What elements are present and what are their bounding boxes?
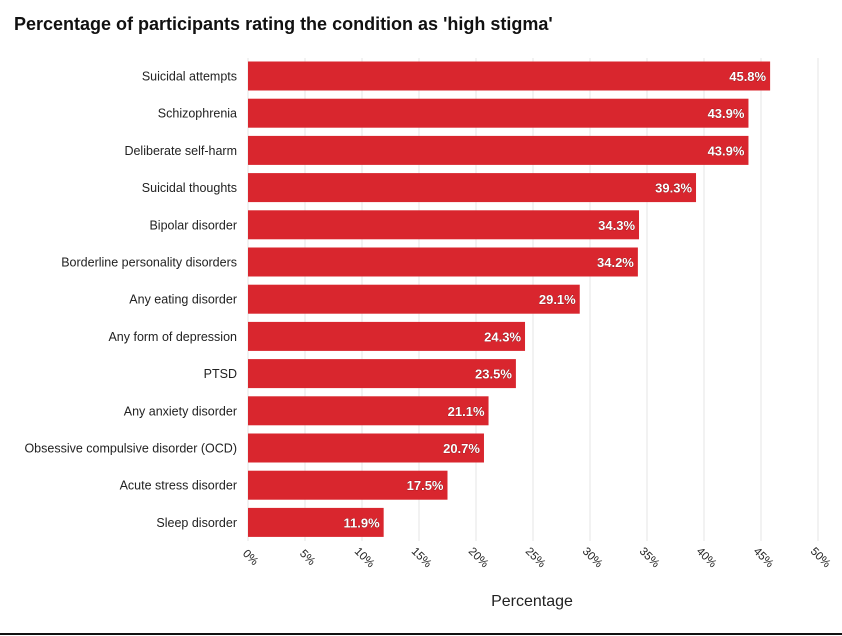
x-tick-labels: 0% 5% 10% 15% 20% 25% 30% 35% 40% 45% 50% [240, 545, 833, 570]
category-label: Deliberate self-harm [124, 144, 237, 158]
bar [248, 210, 640, 240]
bar [248, 98, 749, 128]
bar [248, 470, 448, 500]
value-label: 23.5% [475, 367, 512, 382]
bar [248, 61, 771, 91]
x-tick-label: 25% [523, 545, 548, 570]
value-label: 43.9% [708, 143, 745, 158]
bar [248, 359, 516, 389]
category-label: Borderline personality disorders [61, 256, 237, 270]
value-label: 34.3% [598, 218, 635, 233]
category-labels: Suicidal attempts Schizophrenia Deliberate… [24, 70, 237, 530]
bar [248, 396, 489, 426]
x-axis-label: Percentage [491, 593, 573, 610]
bar [248, 247, 638, 277]
x-tick-label: 30% [580, 545, 605, 570]
category-label: Sleep disorder [156, 516, 237, 530]
x-tick-label: 20% [466, 545, 491, 570]
category-label: Acute stress disorder [120, 479, 237, 493]
value-label: 20.7% [443, 441, 480, 456]
bar [248, 284, 580, 314]
x-tick-label: 50% [808, 545, 833, 570]
x-tick-label: 35% [637, 545, 662, 570]
value-label: 39.3% [655, 181, 692, 196]
category-label: PTSD [204, 367, 237, 381]
x-tick-label: 10% [352, 545, 377, 570]
category-label: Bipolar disorder [149, 218, 237, 232]
chart-title: Percentage of participants rating the co… [14, 14, 553, 34]
value-labels: 45.8% 43.9% 43.9% 39.3% 34.3% 34.2% 29.1% 24.3%… [343, 69, 767, 531]
value-label: 45.8% [729, 69, 766, 84]
category-label: Suicidal attempts [142, 70, 237, 84]
value-label: 17.5% [407, 478, 444, 493]
category-label: Any eating disorder [129, 293, 237, 307]
category-label: Obsessive compulsive disorder (OCD) [24, 442, 237, 456]
x-tick-label: 40% [694, 545, 719, 570]
value-label: 11.9% [344, 515, 381, 530]
value-label: 29.1% [539, 292, 576, 307]
bar [248, 507, 384, 537]
bars [248, 61, 771, 537]
value-label: 43.9% [708, 106, 745, 121]
bar [248, 321, 526, 351]
category-label: Any anxiety disorder [124, 404, 237, 418]
x-tick-label: 45% [751, 545, 776, 570]
category-label: Any form of depression [108, 330, 237, 344]
bar [248, 135, 749, 165]
bar [248, 173, 697, 203]
bottom-divider [0, 633, 842, 635]
value-label: 21.1% [448, 404, 485, 419]
x-tick-label: 5% [297, 548, 317, 568]
value-label: 34.2% [597, 255, 634, 270]
value-label: 24.3% [484, 329, 521, 344]
category-label: Suicidal thoughts [142, 181, 237, 195]
bar [248, 433, 484, 463]
x-tick-label: 0% [240, 548, 260, 568]
x-tick-label: 15% [409, 545, 434, 570]
category-label: Schizophrenia [158, 107, 237, 121]
